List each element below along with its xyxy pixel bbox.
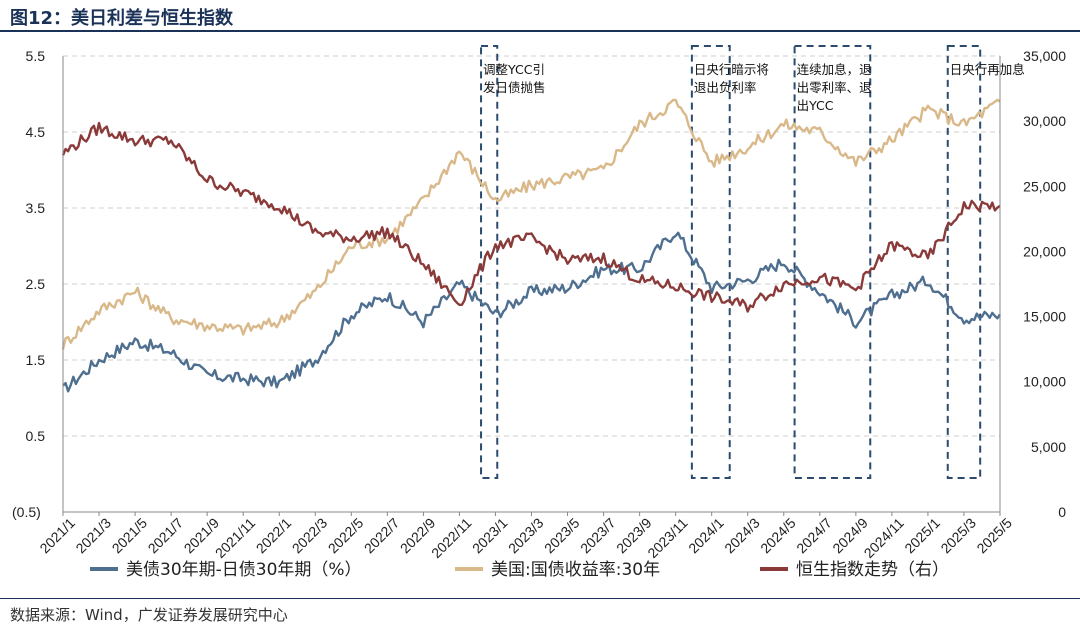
x-tick-label: 2025/1	[901, 515, 943, 557]
x-tick-label: 2023/7	[577, 515, 619, 557]
y-left-tick-label: (0.5)	[12, 504, 41, 520]
legend-label: 美债30年期-日债30年期（%）	[126, 560, 362, 580]
series-layer	[61, 98, 1001, 393]
footer-divider	[0, 598, 1080, 599]
annotation-line: 退出负利率	[694, 80, 757, 95]
annotation-layer: 调整YCC引发日债抛售日央行暗示将退出负利率连续加息，退出零利率、退出YCC日央…	[480, 45, 1025, 479]
annotation-label: 连续加息，退出零利率、退出YCC	[797, 62, 873, 113]
annotation-box	[946, 45, 982, 479]
x-tick-label: 2021/11	[212, 515, 259, 562]
y-left-tick-label: 0.5	[26, 428, 46, 444]
x-tick-label: 2024/5	[757, 515, 799, 557]
x-tick-label: 2021/7	[145, 515, 187, 557]
y-left-tick-label: 3.5	[26, 200, 46, 216]
x-tick-label: 2022/7	[361, 515, 403, 557]
series-line	[61, 121, 1001, 313]
annotation-label: 日央行暗示将退出负利率	[694, 62, 769, 95]
y-right-tick-label: 10,000	[1023, 374, 1066, 390]
legend-label: 恒生指数走势（右）	[796, 560, 949, 580]
grid-layer	[63, 55, 1000, 437]
y-right-tick-label: 30,000	[1023, 113, 1066, 129]
title-divider	[0, 30, 1080, 32]
annotation-label: 日央行再加息	[950, 62, 1025, 77]
x-tick-label: 2025/3	[937, 515, 979, 557]
annotation-line: 日央行暗示将	[694, 62, 769, 77]
y-left-tick-label: 1.5	[26, 352, 46, 368]
x-tick-label: 2023/3	[505, 515, 547, 557]
x-tick-label: 2024/11	[861, 515, 908, 562]
y-right-tick-label: 0	[1058, 504, 1066, 520]
legend-label: 美国:国债收益率:30年	[491, 560, 660, 580]
legend: 美债30年期-日债30年期（%） 美国:国债收益率:30年 恒生指数走势（右）	[90, 560, 949, 580]
x-tick-label: 2023/11	[644, 515, 691, 562]
x-tick-label: 2023/1	[469, 515, 511, 557]
annotation-box	[793, 45, 872, 479]
annotation-line: 连续加息，退	[797, 62, 873, 77]
x-tick-label: 2024/7	[793, 515, 835, 557]
annotation-line: 发日债抛售	[483, 80, 546, 95]
source-note: 数据来源：Wind，广发证券发展研究中心	[10, 606, 288, 624]
annotation-label: 调整YCC引发日债抛售	[483, 62, 546, 95]
x-tick-label: 2024/1	[685, 515, 727, 557]
x-tick-label: 2021/1	[36, 515, 78, 557]
x-tick-label: 2022/5	[325, 515, 367, 557]
y-right-tick-label: 15,000	[1023, 309, 1066, 325]
x-tick-label: 2022/1	[253, 515, 295, 557]
series-line	[61, 98, 1001, 350]
annotation-box	[480, 45, 499, 479]
annotation-line: 调整YCC引	[483, 62, 545, 77]
x-tick-label: 2022/11	[428, 515, 475, 562]
y-left-tick-label: 4.5	[26, 124, 46, 140]
annotation-line: 出零利率、退	[797, 80, 873, 95]
series-line	[62, 231, 1001, 393]
annotation-line: 日央行再加息	[950, 62, 1025, 77]
chart-area: 调整YCC引发日债抛售日央行暗示将退出负利率连续加息，退出零利率、退出YCC日央…	[12, 45, 1066, 580]
x-tick-label: 2021/5	[109, 515, 151, 557]
x-tick-label: 2025/5	[973, 515, 1015, 557]
y-right-tick-label: 25,000	[1023, 178, 1066, 194]
x-tick-label: 2022/3	[289, 515, 331, 557]
y-right-tick-label: 5,000	[1031, 439, 1066, 455]
x-tick-label: 2021/3	[72, 515, 114, 557]
x-tick-label: 2023/5	[541, 515, 583, 557]
chart-title: 图12：美日利差与恒生指数	[10, 8, 234, 29]
y-left-tick-label: 2.5	[26, 276, 46, 292]
y-right-tick-label: 20,000	[1023, 243, 1066, 259]
y-right-tick-label: 35,000	[1023, 48, 1066, 64]
y-left-tick-label: 5.5	[26, 48, 46, 64]
x-tick-label: 2024/3	[721, 515, 763, 557]
annotation-line: 出YCC	[797, 98, 834, 113]
